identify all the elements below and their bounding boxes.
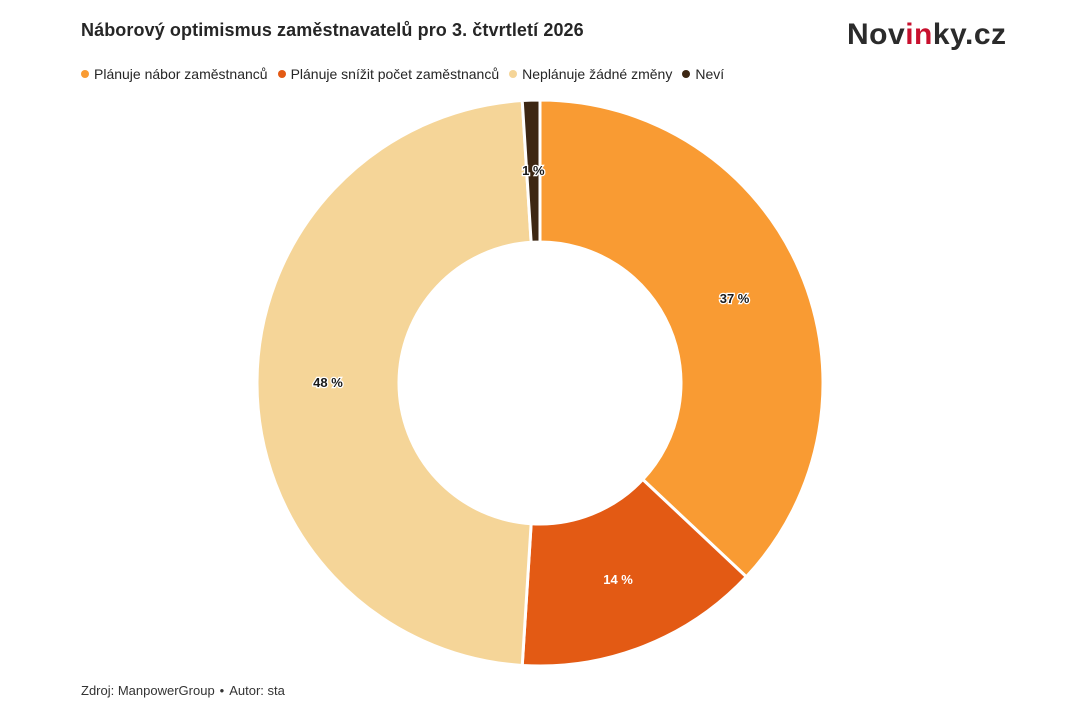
data-label-nabor: 37 % bbox=[720, 291, 750, 306]
legend-marker-bez-zmeny bbox=[509, 70, 518, 78]
logo-prefix: Nov bbox=[847, 18, 906, 51]
data-label-snizit: 14 % bbox=[603, 572, 633, 587]
data-label-bez-zmeny: 48 % bbox=[313, 375, 343, 390]
footer-author: Autor: sta bbox=[229, 683, 285, 698]
donut-slice-snizit[interactable] bbox=[520, 478, 748, 668]
chart-legend: Plánuje nábor zaměstnanců Plánuje snížit… bbox=[81, 66, 724, 82]
logo-accent: in bbox=[905, 18, 933, 51]
legend-item-snizit[interactable]: Plánuje snížit počet zaměstnanců bbox=[277, 66, 500, 82]
legend-label-bez-zmeny: Neplánuje žádné změny bbox=[522, 66, 673, 82]
chart-footer: Zdroj: ManpowerGroup • Autor: sta bbox=[81, 683, 285, 698]
legend-label-snizit: Plánuje snížit počet zaměstnanců bbox=[290, 66, 500, 82]
legend-label-nabor: Plánuje nábor zaměstnanců bbox=[94, 66, 268, 82]
donut-slice-nabor[interactable] bbox=[538, 98, 825, 579]
logo-suffix: ky.cz bbox=[932, 18, 1007, 51]
legend-item-nevi[interactable]: Neví bbox=[682, 66, 724, 82]
legend-marker-nabor bbox=[81, 70, 89, 78]
footer-separator: • bbox=[219, 683, 225, 698]
donut-slice-nevi[interactable] bbox=[520, 98, 542, 244]
legend-item-nabor[interactable]: Plánuje nábor zaměstnanců bbox=[81, 66, 268, 82]
legend-marker-nevi bbox=[682, 70, 691, 78]
novinky-logo[interactable]: Novinky.cz bbox=[847, 18, 1007, 52]
footer-source: Zdroj: ManpowerGroup bbox=[81, 683, 215, 698]
data-label-nevi: 1 % bbox=[522, 163, 545, 178]
legend-marker-snizit bbox=[277, 70, 286, 78]
donut-slice-bez-zmeny[interactable] bbox=[255, 99, 533, 667]
legend-item-bez-zmeny[interactable]: Neplánuje žádné změny bbox=[509, 66, 672, 82]
legend-label-nevi: Neví bbox=[695, 66, 725, 82]
chart-title: Náborový optimismus zaměstnavatelů pro 3… bbox=[81, 20, 584, 40]
